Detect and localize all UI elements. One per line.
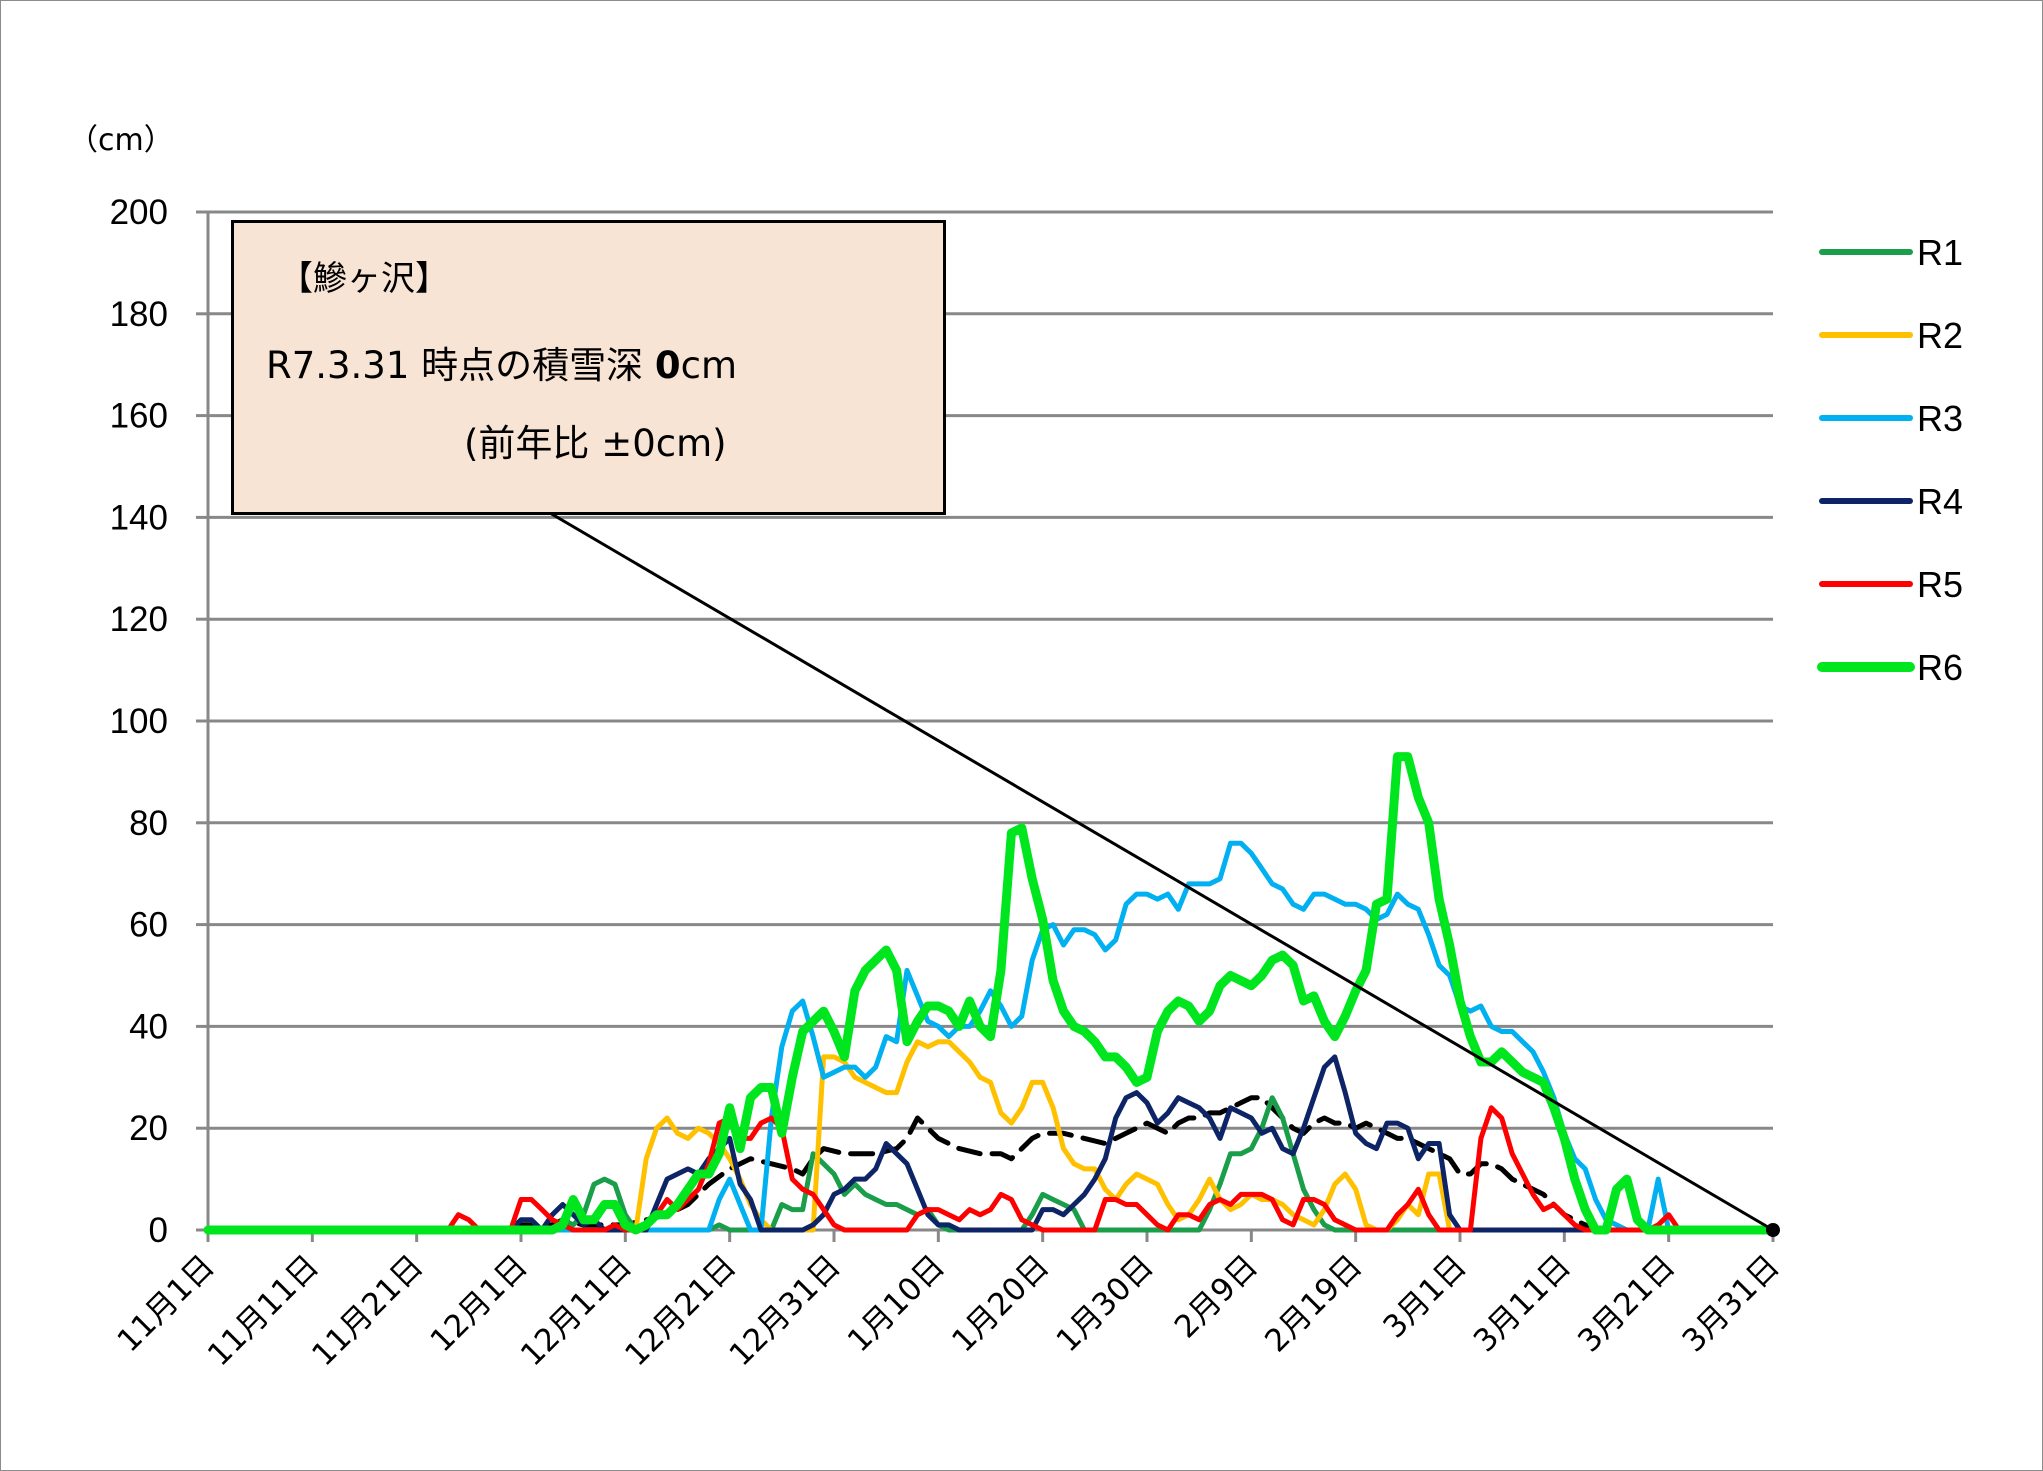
series-line-r6 [203,752,1778,1235]
x-tick-label: 1月10日 [841,1248,952,1359]
y-tick-label: 160 [110,397,168,436]
x-tick-label: 2月19日 [1258,1248,1369,1359]
legend-label-r6: R6 [1917,647,1963,688]
y-tick-label: 200 [110,193,168,232]
legend-label-r2: R2 [1917,315,1963,356]
x-tick-label: 3月11日 [1467,1248,1578,1359]
legend-label-r3: R3 [1917,398,1963,439]
series-line-r5 [205,1105,1776,1233]
legend-label-r4: R4 [1917,481,1963,522]
snow-depth-prefix: R7.3.31 時点の積雪深 [266,344,655,387]
y-axis-ticks: 0 20 40 60 80 100 120 140 160 180 200 [110,193,168,1250]
legend: R1 R2 R3 R4 R5 R6 [1817,232,1963,688]
trend-line [530,500,1780,1237]
x-axis-ticks: 11月1日11月11日11月21日12月1日12月11日12月21日12月31日… [111,1230,1787,1373]
x-tick-label: 11月11日 [201,1248,326,1373]
callout-leader-line [530,500,1774,1232]
station-name: 【鰺ヶ沢】 [279,259,449,299]
x-tick-label: 12月21日 [618,1248,743,1373]
end-point-marker [1766,1223,1780,1237]
series-line-r3 [205,840,1776,1233]
x-tick-label: 11月21日 [305,1248,430,1373]
legend-label-r1: R1 [1917,232,1963,273]
station-callout-box: 【鰺ヶ沢】 R7.3.31 時点の積雪深 0cm (前年比 ±0cm) [231,220,946,515]
y-tick-label: 0 [149,1211,168,1250]
x-tick-label: 2月9日 [1168,1248,1265,1345]
year-over-year-text: (前年比 ±0cm) [464,422,727,465]
x-tick-label: 3月1日 [1376,1248,1473,1345]
legend-label-r5: R5 [1917,564,1963,605]
y-axis-unit: （cm） [68,123,174,158]
series-line-average [205,1095,1776,1233]
y-tick-label: 120 [110,600,168,639]
y-tick-label: 20 [129,1109,168,1148]
x-tick-label: 1月20日 [945,1248,1056,1359]
y-tick-label: 40 [129,1007,168,1046]
y-tick-label: 80 [129,804,168,843]
x-tick-label: 12月11日 [514,1248,639,1373]
y-tick-label: 180 [110,295,168,334]
series-line-r4 [205,1054,1776,1233]
y-tick-label: 140 [110,498,168,537]
snow-depth-unit: cm [680,344,738,387]
x-tick-label: 1月30日 [1050,1248,1161,1359]
series-lines [203,752,1778,1235]
y-tick-label: 100 [110,702,168,741]
snow-depth-value: 0 [654,344,681,387]
x-tick-label: 12月31日 [723,1248,848,1373]
x-tick-label: 3月21日 [1571,1248,1682,1359]
y-tick-label: 60 [129,906,168,945]
x-tick-label: 3月31日 [1676,1248,1787,1359]
snow-depth-text: R7.3.31 時点の積雪深 0cm [266,335,737,389]
